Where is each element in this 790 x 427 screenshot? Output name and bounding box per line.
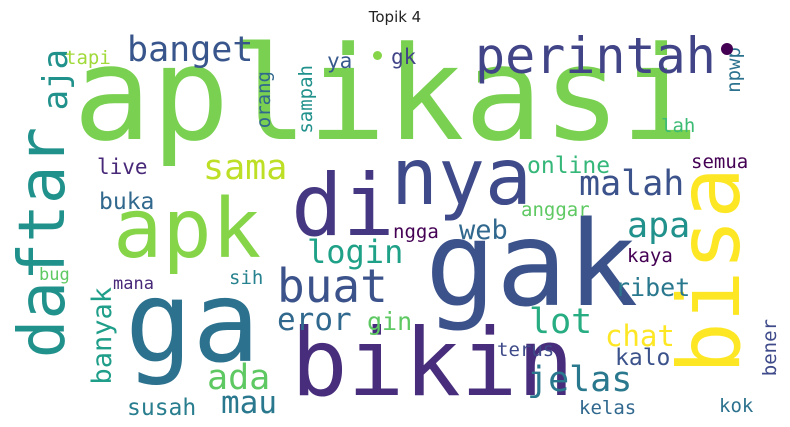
word-online: online (527, 153, 611, 179)
word-perintah: perintah (475, 33, 716, 85)
word-di: di (291, 156, 395, 256)
word-eror: eror (277, 302, 352, 338)
word-lah: lah (661, 115, 696, 137)
word-ada: ada (207, 358, 271, 398)
word-bikin: bikin (291, 309, 574, 418)
word-sama: sama (203, 148, 288, 188)
word-anggar: anggar (521, 199, 590, 221)
word-apa: apa (627, 206, 691, 246)
word-kok: kok (719, 395, 754, 417)
word-buka: buka (99, 189, 155, 215)
word-apk: apk (113, 182, 262, 277)
word-mau: mau (221, 385, 277, 421)
dot-right (721, 43, 733, 55)
word-buat: buat (277, 259, 388, 313)
word-ngga: ngga (393, 221, 439, 243)
word-jelas: jelas (527, 360, 633, 400)
word-gin: gin (367, 307, 413, 336)
word-susah: susah (127, 395, 197, 421)
word-ya: ya (327, 49, 353, 73)
word-terus: terus (497, 339, 555, 361)
word-tapi: tapi (65, 47, 111, 69)
word-web: web (459, 215, 508, 246)
word-sampah: sampah (295, 65, 317, 134)
word-aplikasi: aplikasi (73, 33, 700, 170)
word-kalo: kalo (615, 345, 671, 371)
word-kelas: kelas (579, 397, 637, 419)
word-ribet: ribet (615, 273, 691, 302)
word-cloud: aplikasi gak ga bikin bisa daftar apk ny… (9, 33, 781, 422)
word-orang: orang (253, 71, 275, 129)
word-gk: gk (391, 45, 417, 69)
word-kaya: kaya (627, 245, 673, 267)
word-banyak: banyak (87, 287, 118, 385)
word-mana: mana (113, 274, 154, 294)
word-gak: gak (425, 195, 639, 333)
word-bener: bener (759, 319, 781, 377)
word-sih: sih (229, 267, 264, 289)
word-live: live (97, 155, 148, 179)
word-banget: banget (127, 33, 254, 70)
word-lot: lot (529, 302, 593, 342)
word-semua: semua (691, 151, 749, 173)
word-bug: bug (39, 265, 70, 285)
chart-title: Topik 4 (368, 8, 422, 26)
word-login: login (307, 233, 404, 271)
word-ga: ga (125, 258, 260, 388)
word-nya: nya (391, 133, 532, 223)
word-daftar: daftar (9, 127, 80, 359)
word-chat: chat (605, 319, 675, 353)
dot-left (373, 51, 382, 60)
word-malah: malah (579, 164, 685, 204)
